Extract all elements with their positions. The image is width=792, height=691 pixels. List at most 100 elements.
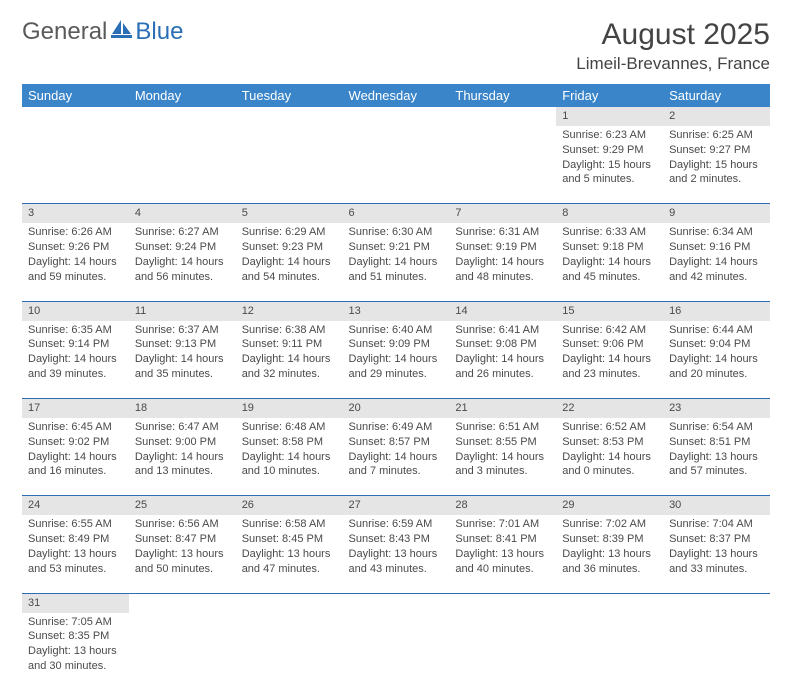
logo: General Blue <box>22 18 183 46</box>
day-detail-line: Sunrise: 6:23 AM <box>562 128 657 143</box>
day-cell: Sunrise: 6:48 AMSunset: 8:58 PMDaylight:… <box>236 418 343 496</box>
day-cell: Sunrise: 6:37 AMSunset: 9:13 PMDaylight:… <box>129 321 236 399</box>
day-detail-line: Daylight: 14 hours and 45 minutes. <box>562 255 657 285</box>
day-detail-line: Sunset: 9:21 PM <box>349 240 444 255</box>
day-detail-line: Sunset: 9:00 PM <box>135 435 230 450</box>
day-number-cell: 27 <box>343 496 450 515</box>
day-detail-line: Daylight: 14 hours and 7 minutes. <box>349 450 444 480</box>
day-number-cell <box>343 593 450 612</box>
title-block: August 2025 Limeil-Brevannes, France <box>576 18 770 74</box>
day-detail-line: Daylight: 14 hours and 48 minutes. <box>455 255 550 285</box>
day-cell: Sunrise: 6:30 AMSunset: 9:21 PMDaylight:… <box>343 223 450 301</box>
day-cell: Sunrise: 7:04 AMSunset: 8:37 PMDaylight:… <box>663 515 770 593</box>
day-cell <box>449 613 556 691</box>
day-detail-line: Sunset: 9:18 PM <box>562 240 657 255</box>
day-number-cell: 31 <box>22 593 129 612</box>
day-detail-line: Sunrise: 6:38 AM <box>242 323 337 338</box>
day-number-cell: 12 <box>236 301 343 320</box>
day-cell: Sunrise: 6:41 AMSunset: 9:08 PMDaylight:… <box>449 321 556 399</box>
day-detail-line: Sunrise: 6:44 AM <box>669 323 764 338</box>
day-number-cell: 4 <box>129 204 236 223</box>
day-details: Sunrise: 6:51 AMSunset: 8:55 PMDaylight:… <box>455 420 550 479</box>
day-number-cell: 20 <box>343 399 450 418</box>
day-number-cell: 30 <box>663 496 770 515</box>
day-number-cell <box>129 593 236 612</box>
day-detail-line: Sunrise: 6:42 AM <box>562 323 657 338</box>
day-cell <box>236 613 343 691</box>
day-number-cell <box>129 107 236 126</box>
day-cell: Sunrise: 6:33 AMSunset: 9:18 PMDaylight:… <box>556 223 663 301</box>
day-details: Sunrise: 6:59 AMSunset: 8:43 PMDaylight:… <box>349 517 444 576</box>
day-details: Sunrise: 6:42 AMSunset: 9:06 PMDaylight:… <box>562 323 657 382</box>
day-number-row: 10111213141516 <box>22 301 770 320</box>
day-number-cell: 3 <box>22 204 129 223</box>
weekday-header: Wednesday <box>343 84 450 107</box>
day-detail-line: Sunset: 8:55 PM <box>455 435 550 450</box>
day-detail-line: Sunset: 9:24 PM <box>135 240 230 255</box>
day-detail-line: Sunset: 8:35 PM <box>28 629 123 644</box>
day-details: Sunrise: 6:41 AMSunset: 9:08 PMDaylight:… <box>455 323 550 382</box>
day-detail-line: Sunrise: 6:33 AM <box>562 225 657 240</box>
day-cell <box>449 126 556 204</box>
day-detail-line: Sunrise: 6:37 AM <box>135 323 230 338</box>
day-detail-line: Sunset: 9:02 PM <box>28 435 123 450</box>
day-detail-line: Sunrise: 7:01 AM <box>455 517 550 532</box>
day-cell: Sunrise: 6:35 AMSunset: 9:14 PMDaylight:… <box>22 321 129 399</box>
day-cell: Sunrise: 6:26 AMSunset: 9:26 PMDaylight:… <box>22 223 129 301</box>
weekday-header: Saturday <box>663 84 770 107</box>
day-detail-line: Daylight: 13 hours and 33 minutes. <box>669 547 764 577</box>
day-number-cell: 13 <box>343 301 450 320</box>
day-number-cell <box>236 107 343 126</box>
day-detail-line: Sunrise: 6:51 AM <box>455 420 550 435</box>
day-details: Sunrise: 6:45 AMSunset: 9:02 PMDaylight:… <box>28 420 123 479</box>
day-number-cell: 16 <box>663 301 770 320</box>
day-number-cell: 14 <box>449 301 556 320</box>
day-number-cell: 25 <box>129 496 236 515</box>
day-number-cell: 29 <box>556 496 663 515</box>
day-detail-line: Sunrise: 6:58 AM <box>242 517 337 532</box>
day-details: Sunrise: 6:38 AMSunset: 9:11 PMDaylight:… <box>242 323 337 382</box>
day-detail-line: Sunset: 9:14 PM <box>28 337 123 352</box>
day-detail-line: Sunrise: 6:55 AM <box>28 517 123 532</box>
day-details: Sunrise: 7:05 AMSunset: 8:35 PMDaylight:… <box>28 615 123 674</box>
day-detail-line: Sunrise: 6:25 AM <box>669 128 764 143</box>
day-number-row: 3456789 <box>22 204 770 223</box>
day-number-row: 17181920212223 <box>22 399 770 418</box>
day-details: Sunrise: 6:29 AMSunset: 9:23 PMDaylight:… <box>242 225 337 284</box>
weekday-header: Sunday <box>22 84 129 107</box>
day-content-row: Sunrise: 6:26 AMSunset: 9:26 PMDaylight:… <box>22 223 770 301</box>
day-cell: Sunrise: 6:58 AMSunset: 8:45 PMDaylight:… <box>236 515 343 593</box>
weekday-header: Friday <box>556 84 663 107</box>
day-number-cell <box>556 593 663 612</box>
day-cell: Sunrise: 6:52 AMSunset: 8:53 PMDaylight:… <box>556 418 663 496</box>
day-details: Sunrise: 6:58 AMSunset: 8:45 PMDaylight:… <box>242 517 337 576</box>
day-detail-line: Daylight: 14 hours and 54 minutes. <box>242 255 337 285</box>
day-cell <box>556 613 663 691</box>
day-details: Sunrise: 7:01 AMSunset: 8:41 PMDaylight:… <box>455 517 550 576</box>
day-cell: Sunrise: 6:44 AMSunset: 9:04 PMDaylight:… <box>663 321 770 399</box>
day-cell: Sunrise: 6:34 AMSunset: 9:16 PMDaylight:… <box>663 223 770 301</box>
day-number-cell: 17 <box>22 399 129 418</box>
day-cell: Sunrise: 6:49 AMSunset: 8:57 PMDaylight:… <box>343 418 450 496</box>
day-cell: Sunrise: 6:45 AMSunset: 9:02 PMDaylight:… <box>22 418 129 496</box>
day-content-row: Sunrise: 6:55 AMSunset: 8:49 PMDaylight:… <box>22 515 770 593</box>
day-detail-line: Sunset: 8:58 PM <box>242 435 337 450</box>
day-detail-line: Daylight: 13 hours and 50 minutes. <box>135 547 230 577</box>
day-content-row: Sunrise: 7:05 AMSunset: 8:35 PMDaylight:… <box>22 613 770 691</box>
day-detail-line: Sunset: 8:53 PM <box>562 435 657 450</box>
day-content-row: Sunrise: 6:23 AMSunset: 9:29 PMDaylight:… <box>22 126 770 204</box>
day-detail-line: Sunset: 9:19 PM <box>455 240 550 255</box>
day-detail-line: Daylight: 13 hours and 36 minutes. <box>562 547 657 577</box>
day-detail-line: Sunrise: 6:54 AM <box>669 420 764 435</box>
day-details: Sunrise: 6:26 AMSunset: 9:26 PMDaylight:… <box>28 225 123 284</box>
day-detail-line: Daylight: 14 hours and 35 minutes. <box>135 352 230 382</box>
day-details: Sunrise: 6:55 AMSunset: 8:49 PMDaylight:… <box>28 517 123 576</box>
day-details: Sunrise: 6:56 AMSunset: 8:47 PMDaylight:… <box>135 517 230 576</box>
day-number-cell <box>449 593 556 612</box>
day-details: Sunrise: 6:35 AMSunset: 9:14 PMDaylight:… <box>28 323 123 382</box>
day-number-cell: 8 <box>556 204 663 223</box>
day-detail-line: Daylight: 14 hours and 3 minutes. <box>455 450 550 480</box>
weekday-header: Monday <box>129 84 236 107</box>
day-detail-line: Daylight: 14 hours and 0 minutes. <box>562 450 657 480</box>
day-detail-line: Sunset: 8:47 PM <box>135 532 230 547</box>
